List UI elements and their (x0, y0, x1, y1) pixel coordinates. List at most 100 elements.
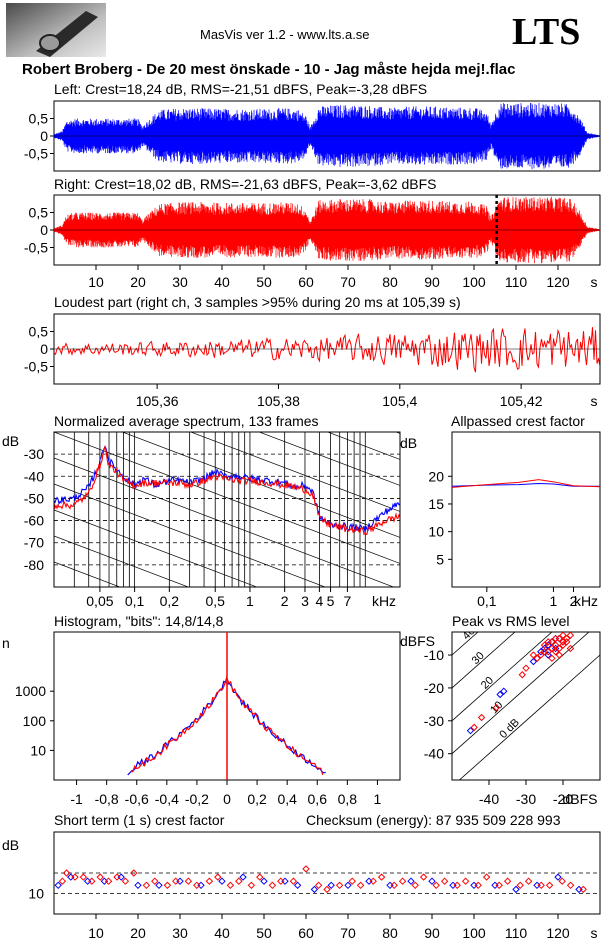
peakrms-ytick-label: -40 (424, 746, 444, 762)
peakrms-point-1 (529, 651, 538, 659)
allpass-ylabel: dB (400, 435, 417, 451)
shortcrest-point-0 (344, 881, 352, 890)
spectrum-diagonal (54, 432, 400, 564)
shortcrest-ylabel: dB (2, 837, 19, 853)
right-xtick-label: 80 (382, 274, 398, 290)
peakrms-point-1 (555, 651, 564, 659)
left-channel-title: Left: Crest=18,24 dB, RMS=-21,51 dBFS, P… (54, 81, 428, 97)
shortcrest-point-1 (151, 877, 159, 885)
shortcrest-point-0 (407, 877, 415, 885)
shortcrest-point-0 (83, 877, 92, 885)
shortcrest-xtick-label: 120 (546, 925, 570, 941)
left-ytick-label: -0,5 (24, 146, 48, 162)
spectrum-xtick-label: 4 (315, 593, 323, 609)
clip-histogram-group (127, 632, 326, 780)
shortcrest-point-0 (449, 881, 457, 890)
peakrms-ytick-label: -10 (424, 647, 444, 663)
shortcrest-point-0 (176, 877, 184, 885)
shortcrest-point-1 (440, 877, 449, 885)
shortcrest-point-1 (566, 881, 575, 890)
spectrum-diagonal (54, 561, 121, 587)
peakrms-crest-label: 0 dB (497, 717, 521, 741)
peakrms-crest-label: 10 (488, 699, 505, 716)
shortcrest-point-0 (100, 877, 109, 885)
shortcrest-point-0 (575, 885, 583, 894)
spectrum-series-0 (54, 445, 400, 533)
shortcrest-point-1 (247, 881, 256, 890)
spectrum-xtick-label: 0,2 (160, 593, 180, 609)
spectrum-xtick-label: 0,05 (86, 593, 113, 609)
short-term-crest-title: Short term (1 s) crest factor (54, 812, 225, 828)
shortcrest-point-1 (268, 881, 277, 890)
shortcrest-point-1 (348, 877, 356, 885)
allpass-ytick-label: 10 (428, 524, 444, 540)
loudest-ytick-label: -0,5 (24, 359, 48, 375)
shortcrest-point-1 (369, 877, 377, 885)
spectrum-diagonal (54, 509, 258, 587)
shortcrest-point-1 (335, 881, 344, 890)
shortcrest-point-1 (545, 881, 554, 890)
spectrum-frame (53, 431, 401, 588)
shortcrest-point-0 (365, 877, 373, 885)
spectrum-ylabel: dB (2, 433, 19, 449)
spectrum-ytick-label: -80 (24, 557, 44, 573)
allpass-ytick-label: 5 (436, 551, 444, 567)
shortcrest-point-1 (356, 881, 365, 890)
shortcrest-point-0 (491, 881, 499, 890)
peakrms-point-1 (522, 664, 530, 672)
allpass-ytick-label: 20 (428, 468, 444, 484)
shortcrest-point-1 (314, 881, 323, 890)
shortcrest-xunit: s (591, 925, 598, 941)
shortcrest-point-1 (453, 881, 461, 890)
shortcrest-point-1 (172, 877, 180, 885)
spectrum-ytick-label: -40 (24, 468, 44, 484)
brand-logo-text: LTS (512, 11, 581, 53)
shortcrest-point-0 (293, 881, 302, 890)
shortcrest-point-1 (579, 885, 587, 894)
shortcrest-point-1 (104, 877, 113, 885)
shortcrest-point-1 (302, 865, 310, 873)
histogram-xtick-label: 0,4 (277, 791, 297, 807)
shortcrest-point-1 (235, 877, 243, 885)
spectrum-diagonal (121, 432, 400, 538)
shortcrest-xtick-label: 90 (424, 925, 440, 941)
peakrms-point-0 (496, 690, 504, 699)
spectrum-ytick-label: -30 (24, 446, 44, 462)
spectrum-xtick-label: 1 (246, 593, 254, 609)
shortcrest-point-1 (205, 877, 214, 885)
peakrms-point-1 (470, 723, 478, 732)
shortcrest-point-0 (327, 881, 335, 890)
shortcrest-xtick-label: 70 (340, 925, 356, 941)
peakrms-point-1 (566, 632, 575, 639)
right-ytick-label: 0 (40, 222, 48, 238)
peakrms-crest-line (452, 632, 553, 722)
peakrms-point-1 (566, 644, 575, 653)
shortcrest-point-1 (71, 873, 79, 881)
shortcrest-point-1 (377, 873, 386, 881)
histogram-xtick-label: 0,8 (338, 791, 358, 807)
shortcrest-point-0 (54, 881, 62, 890)
shortcrest-point-1 (79, 873, 88, 881)
shortcrest-point-0 (239, 873, 247, 881)
peakrms-point-1 (533, 654, 541, 663)
spectrum-xtick-label: 3 (301, 593, 309, 609)
shortcrest-point-0 (117, 873, 125, 881)
allpass-series-0 (452, 482, 600, 487)
shortcrest-point-1 (193, 881, 201, 890)
shortcrest-point-0 (310, 885, 319, 894)
shortcrest-point-0 (134, 881, 142, 890)
peakrms-point-0 (544, 651, 552, 659)
shortcrest-xtick-label: 40 (214, 925, 230, 941)
peakrms-ytick-label: -30 (424, 713, 444, 729)
peakrms-ytick-label: -20 (424, 680, 444, 696)
spectrum-xtick-label: 2 (281, 593, 289, 609)
shortcrest-point-1 (558, 877, 566, 885)
shortcrest-point-1 (58, 877, 67, 885)
peakrms-crest-label: 40 (460, 625, 477, 642)
shortcrest-point-1 (184, 877, 193, 885)
loudest-xunit: s (591, 393, 598, 409)
histogram-ytick-label: 10 (30, 742, 46, 758)
allpass-ytick-label: 15 (428, 496, 444, 512)
shortcrest-point-1 (482, 873, 491, 881)
